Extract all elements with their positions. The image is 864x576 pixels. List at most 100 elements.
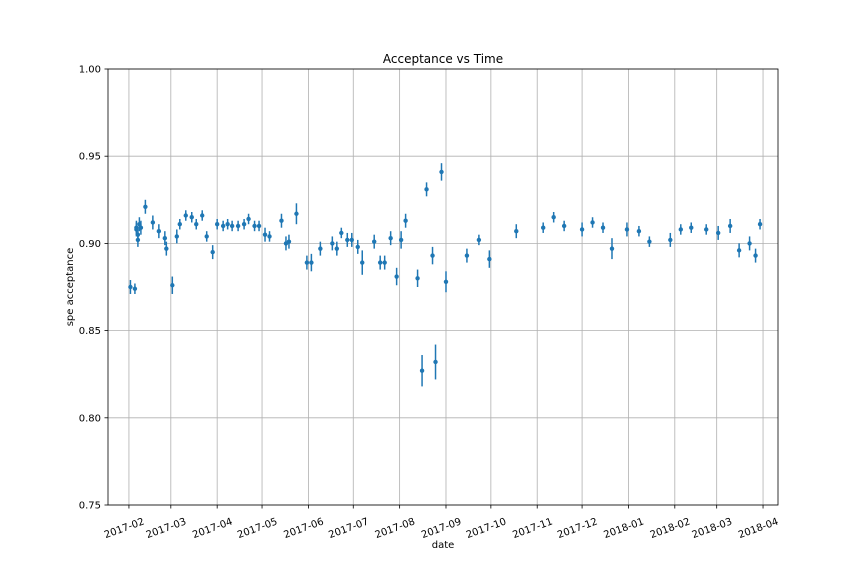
data-point (235, 223, 241, 229)
data-point (177, 222, 182, 227)
data-point (135, 232, 141, 237)
chart-title: Acceptance vs Time (383, 52, 503, 66)
x-tick-label: 2017-07 (327, 516, 370, 541)
data-point (143, 204, 148, 209)
data-point (194, 222, 199, 227)
data-point (561, 223, 567, 229)
data-point (252, 223, 257, 229)
x-tick-label: 2017-05 (236, 516, 279, 541)
data-point (318, 246, 323, 251)
data-point (150, 220, 156, 225)
data-point (267, 234, 272, 239)
y-tick-label: 0.80 (79, 413, 101, 424)
data-point (279, 218, 284, 223)
x-tick-label: 2018-01 (602, 516, 645, 541)
data-point (229, 223, 235, 229)
data-point (415, 276, 420, 281)
data-point (747, 241, 752, 246)
data-point (360, 260, 365, 265)
y-tick-label: 0.75 (79, 501, 101, 512)
data-point (514, 228, 519, 234)
data-point (377, 260, 383, 265)
data-point (388, 235, 393, 241)
grid (108, 68, 778, 506)
data-point (647, 239, 652, 244)
data-point (424, 187, 429, 192)
data-point (256, 223, 262, 229)
data-point (403, 218, 408, 223)
data-point (339, 230, 344, 236)
data-point (689, 225, 694, 230)
x-tick-label: 2018-02 (649, 516, 692, 541)
data-point (220, 223, 226, 229)
x-tick-label: 2017-12 (556, 516, 599, 541)
x-axis-label: date (432, 540, 455, 551)
data-point (174, 234, 179, 239)
data-point (372, 239, 377, 244)
data-point (294, 211, 299, 216)
data-point (183, 213, 188, 218)
data-point (349, 237, 354, 243)
data-point (138, 225, 144, 230)
x-tick-label: 2017-11 (511, 516, 554, 541)
data-point (439, 169, 444, 175)
data-point (132, 286, 138, 291)
data-point (394, 274, 399, 279)
data-point (487, 256, 492, 262)
data-point (210, 249, 215, 255)
data-point (330, 241, 335, 246)
data-point (736, 248, 742, 253)
data-point (225, 222, 230, 227)
data-point (214, 222, 220, 227)
data-point (355, 244, 360, 250)
data-point (727, 223, 733, 229)
data-point (156, 228, 162, 234)
data-point (636, 228, 642, 234)
data-point (753, 253, 758, 258)
y-tick-label: 0.85 (79, 326, 101, 337)
data-point (304, 260, 310, 265)
data-point (624, 227, 630, 232)
data-point (204, 234, 209, 239)
data-point (241, 222, 247, 227)
x-tick-label: 2017-10 (465, 516, 508, 541)
data-point (551, 215, 556, 220)
y-tick-label: 1.00 (79, 65, 101, 76)
data-point (200, 213, 205, 218)
data-point (128, 284, 133, 290)
x-tick-label: 2017-02 (103, 516, 146, 541)
data-point (579, 227, 585, 232)
data-point (334, 246, 340, 251)
data-point (464, 253, 470, 258)
data-point (262, 232, 268, 237)
data-point (164, 246, 169, 251)
data-point (189, 215, 194, 220)
data-point (286, 239, 292, 244)
data-point (433, 359, 438, 365)
data-points (128, 163, 763, 387)
data-point (443, 279, 449, 284)
plot-frame (107, 68, 779, 506)
data-point (430, 253, 435, 258)
data-point (309, 260, 314, 265)
data-point (419, 368, 425, 373)
data-point (600, 225, 606, 230)
x-tick-label: 2017-08 (374, 516, 417, 541)
data-point (345, 237, 350, 243)
data-point (609, 246, 615, 251)
x-tick-label: 2018-03 (691, 516, 734, 541)
x-tick-label: 2017-03 (145, 516, 188, 541)
data-point (668, 237, 673, 243)
data-point (590, 220, 595, 225)
data-point (246, 216, 251, 222)
data-point (704, 227, 709, 232)
data-point (162, 235, 168, 241)
data-point (757, 222, 763, 227)
y-tick-label: 0.90 (79, 239, 101, 250)
data-point (398, 237, 404, 243)
data-point (715, 230, 721, 236)
y-axis-label: spe acceptance (65, 248, 76, 327)
x-tick-label: 2017-04 (191, 516, 234, 541)
x-tick-label: 2017-06 (282, 516, 325, 541)
